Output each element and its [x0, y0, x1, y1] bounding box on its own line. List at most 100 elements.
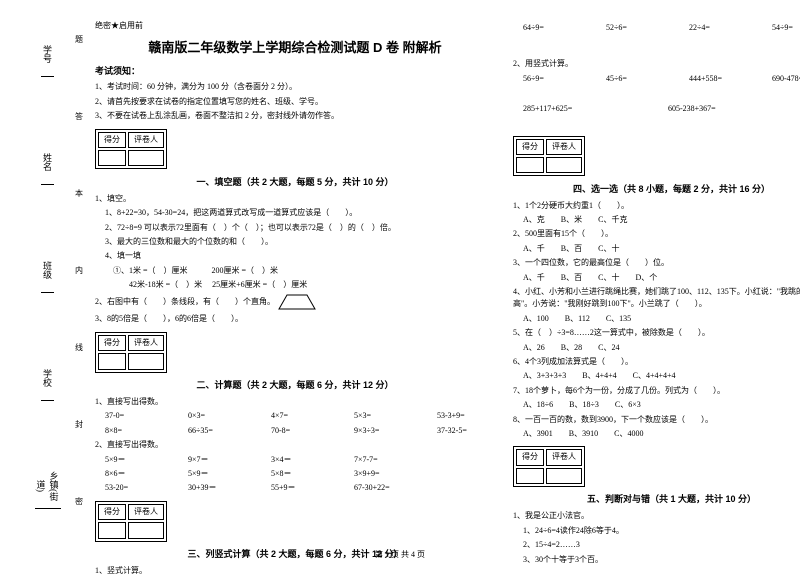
eq: 53-20=: [105, 482, 163, 494]
score-col: 得分: [98, 132, 126, 148]
eq: 22÷4=: [689, 22, 747, 34]
mark: 题: [74, 35, 85, 43]
q1-line: 42米-18米 =（ ）米 25厘米+6厘米 =（ ）厘米: [105, 279, 495, 291]
q1-line: 3、最大的三位数和最大的个位数的和（ ）。: [105, 236, 495, 248]
q4-item: 1、1个2分硬币大约重1（ ）。: [513, 200, 800, 212]
eq: 4×7=: [271, 410, 329, 422]
eq: 56÷9=: [523, 73, 581, 85]
section-4-title: 四、选一选（共 8 小题，每题 2 分，共计 16 分）: [513, 183, 800, 197]
score-col: 评卷人: [546, 449, 582, 465]
label-town: 乡镇(街道): [35, 464, 61, 509]
binding-labels: 学号 姓名 班级 学校 乡镇(街道): [20, 0, 75, 540]
seal-marks: 题 答 本 内 线 封 密: [70, 0, 88, 540]
section-1-title: 一、填空题（共 2 大题，每题 5 分，共计 10 分）: [95, 176, 495, 190]
eq: 690-478=: [772, 73, 800, 85]
q4-opts: A、克 B、米 C、千克: [523, 214, 800, 226]
mark: 线: [74, 343, 85, 351]
section-5-title: 五、判断对与错（共 1 大题，共计 10 分）: [513, 493, 800, 507]
eq: 9×3÷3=: [354, 425, 412, 437]
label-class: 班级: [41, 248, 54, 293]
q4-item: 7、18个萝卜，每6个为一份，分成了几份。列式为（ ）。: [513, 385, 800, 397]
score-col: 评卷人: [128, 132, 164, 148]
eq: 8×6＝: [105, 468, 163, 480]
eq: 52÷6=: [606, 22, 664, 34]
mark: 封: [74, 420, 85, 428]
eq: 64÷9=: [523, 22, 581, 34]
eq: 70-8=: [271, 425, 329, 437]
notice: 1、考试时间：60 分钟，满分为 100 分（含卷面分 2 分）。: [95, 81, 495, 93]
q4-item: 4、小红、小芳和小兰进行跳绳比赛，她们跳了100、112、135下。小红说："我…: [513, 286, 800, 311]
page-content: 绝密★启用前 赣南版二年级数学上学期综合检测试题 D 卷 附解析 考试须知： 1…: [95, 20, 785, 579]
eq: 3×9+9=: [354, 468, 412, 480]
eq: 37-32-5=: [437, 425, 495, 437]
score-col: 得分: [516, 139, 544, 155]
eq: 53-3+9=: [437, 410, 495, 422]
eq: 5×3=: [354, 410, 412, 422]
eq: 7×7-7=: [354, 454, 412, 466]
notice: 2、请首先按要求在试卷的指定位置填写您的姓名、班级、学号。: [95, 96, 495, 108]
eq-row: 5×9＝ 9×7＝ 3×4＝ 7×7-7=: [105, 454, 495, 466]
notice-header: 考试须知：: [95, 65, 495, 79]
q3b-stem: 2、用竖式计算。: [513, 58, 800, 70]
q4-opts: A、100 B、112 C、135: [523, 313, 800, 325]
q1-line2-text: 2、右图中有（ ）条线段，有（ ）个直角。: [95, 297, 275, 306]
eq: 8×8=: [105, 425, 163, 437]
eq: 285+117+625=: [523, 103, 643, 115]
label-id: 学号: [41, 32, 54, 77]
q3-stem: 1、竖式计算。: [95, 565, 495, 577]
eq: 37-0=: [105, 410, 163, 422]
mark: 内: [74, 266, 85, 274]
eq: 0×3=: [188, 410, 246, 422]
q4-opts: A、千 B、百 C、十 D、个: [523, 272, 800, 284]
score-col: 评卷人: [546, 139, 582, 155]
q4-item: 6、4个3列成加法算式是（ ）。: [513, 356, 800, 368]
eq: 66÷35=: [188, 425, 246, 437]
label-school: 学校: [41, 356, 54, 401]
q4-item: 5、在（ ）÷3=8……2这一算式中，被除数是（ ）。: [513, 327, 800, 339]
secret-mark: 绝密★启用前: [95, 20, 495, 32]
q1-line: 2、72÷8=9 可以表示72里面有（ ）个（ ）；也可以表示72是（ ）的（ …: [105, 222, 495, 234]
score-col: 得分: [98, 504, 126, 520]
eq: 55+9＝: [271, 482, 329, 494]
score-col: 得分: [516, 449, 544, 465]
q5-stem: 1、我是公正小法官。: [513, 510, 800, 522]
q4-opts: A、3901 B、3910 C、4000: [523, 428, 800, 440]
eq: 5×9＝: [105, 454, 163, 466]
eq: 9×7＝: [188, 454, 246, 466]
section-2-title: 二、计算题（共 2 大题，每题 6 分，共计 12 分）: [95, 379, 495, 393]
q4-item: 3、一个四位数，它的最高位是（ ）位。: [513, 257, 800, 269]
q4-area: 1、1个2分硬币大约重1（ ）。A、克 B、米 C、千克2、500里面有15个（…: [513, 200, 800, 441]
eq: 54÷9=: [772, 22, 800, 34]
page-footer: 第 1 页 共 4 页: [0, 549, 800, 560]
notice: 3、不要在试卷上乱涂乱画，卷面不整洁扣 2 分，密封线外请勿作答。: [95, 110, 495, 122]
q1-stem: 1、填空。: [95, 193, 495, 205]
q4-opts: A、千 B、百 C、十: [523, 243, 800, 255]
eq-row: 8×6＝ 5×9＝ 5×8＝ 3×9+9=: [105, 468, 495, 480]
left-column: 绝密★启用前 赣南版二年级数学上学期综合检测试题 D 卷 附解析 考试须知： 1…: [95, 20, 495, 579]
eq-row: 56÷9=45÷6=444+558=690-478=: [523, 73, 800, 85]
q1-line: 1、8+22=30，54-30=24，把这两道算式改写成一道算式应该是（ ）。: [105, 207, 495, 219]
eq: 5×8＝: [271, 468, 329, 480]
q1-line2: 2、右图中有（ ）条线段，有（ ）个直角。: [95, 293, 495, 311]
eq: 30+39＝: [188, 482, 246, 494]
trapezoid-icon: [277, 293, 317, 311]
q4-opts: A、3+3+3+3 B、4+4+4 C、4+4+4+4: [523, 370, 800, 382]
score-col: 评卷人: [128, 504, 164, 520]
score-box: 得分评卷人: [513, 136, 585, 177]
q1-line: 4、填一填: [105, 250, 495, 262]
q4-opts: A、18÷6 B、18÷3 C、6×3: [523, 399, 800, 411]
q5-item: 1、24÷6=4读作24除6等于4。（ ）: [523, 525, 800, 537]
eq: 3×4＝: [271, 454, 329, 466]
score-box: 得分评卷人: [95, 332, 167, 373]
score-box: 得分评卷人: [95, 129, 167, 170]
score-col: 评卷人: [128, 335, 164, 351]
score-box: 得分评卷人: [95, 501, 167, 542]
eq: 45÷6=: [606, 73, 664, 85]
eq-row: 37-0= 0×3= 4×7= 5×3= 53-3+9=: [105, 410, 495, 422]
eq: 5×9＝: [188, 468, 246, 480]
q1-line3: 3、8的5倍是（ ），6的6倍是（ ）。: [95, 313, 495, 325]
mark: 答: [74, 112, 85, 120]
eq: 67-30+22=: [354, 482, 412, 494]
eq-row: 64÷9= 52÷6= 22÷4= 54÷9=: [523, 22, 800, 34]
q2-stem2: 2、直接写出得数。: [95, 439, 495, 451]
